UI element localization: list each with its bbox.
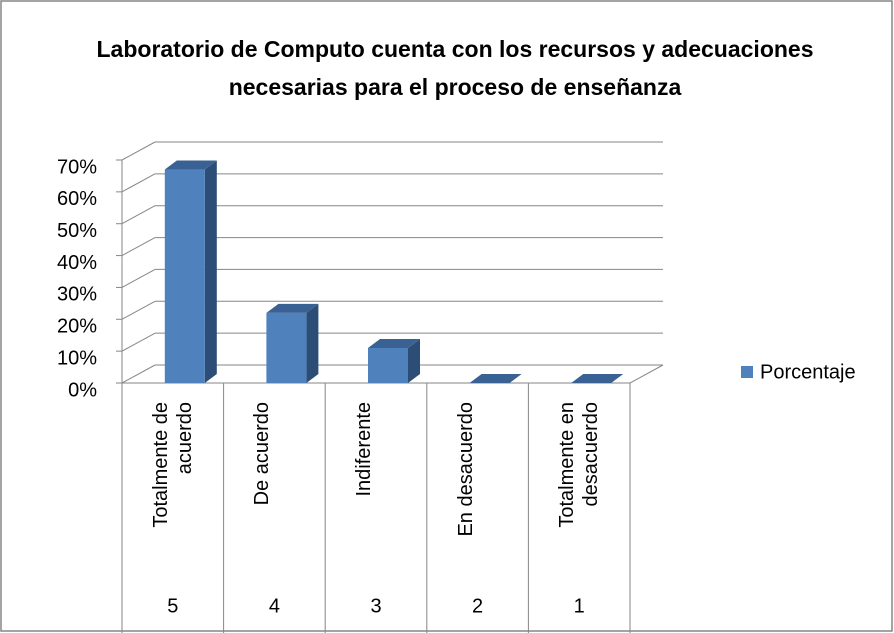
x-tick-label: En desacuerdo: [454, 402, 477, 537]
x-group-label: 1: [574, 595, 585, 617]
bar-top: [164, 160, 217, 170]
bar-front: [164, 169, 205, 383]
bar: [266, 303, 319, 383]
chart-title: Laboratorio de Computo cuenta con los re…: [96, 36, 814, 100]
x-group-label: 3: [370, 595, 381, 617]
bar-side: [408, 338, 420, 383]
y-tick-label: 10%: [57, 347, 97, 369]
grid-line-side: [121, 332, 156, 352]
x-group-label: 2: [472, 595, 483, 617]
grid-line-side: [121, 237, 156, 257]
bar-side: [306, 303, 319, 383]
y-tick-label: 0%: [68, 379, 97, 401]
bar-top: [266, 303, 319, 313]
bar-front: [266, 312, 307, 383]
grid-line-side: [121, 364, 156, 384]
y-tick-label: 60%: [57, 188, 97, 210]
y-tick-label: 40%: [57, 252, 97, 274]
bar-top: [571, 374, 624, 383]
x-tick-label: Totalmente en desacuerdo: [556, 402, 603, 528]
y-tick-label: 20%: [57, 316, 97, 338]
x-tick-label: Indiferente: [353, 402, 375, 497]
bar: [469, 374, 522, 383]
bar: [164, 160, 217, 383]
x-group-label: 4: [269, 595, 280, 617]
grid-line-side: [121, 173, 156, 193]
legend-label: Porcentaje: [760, 361, 856, 383]
bar-front: [368, 347, 408, 383]
x-group-label: 5: [167, 595, 178, 617]
bar-top: [469, 374, 522, 383]
floor-side: [629, 364, 664, 384]
y-tick-label: 50%: [57, 220, 97, 242]
bar-top: [368, 338, 420, 348]
grid-line-side: [121, 205, 156, 225]
y-tick-label: 70%: [57, 156, 97, 178]
grid-line-side: [121, 268, 156, 288]
bar: [571, 374, 624, 383]
y-tick-label: 30%: [57, 284, 97, 306]
bar-side: [204, 160, 217, 383]
bar: [368, 338, 420, 383]
x-tick-label: De acuerdo: [251, 402, 274, 506]
grid-line-side: [121, 141, 156, 161]
grid-line-side: [121, 300, 156, 320]
legend-swatch: [741, 366, 753, 378]
x-tick-label: Totalmente de acuerdo: [149, 402, 196, 528]
